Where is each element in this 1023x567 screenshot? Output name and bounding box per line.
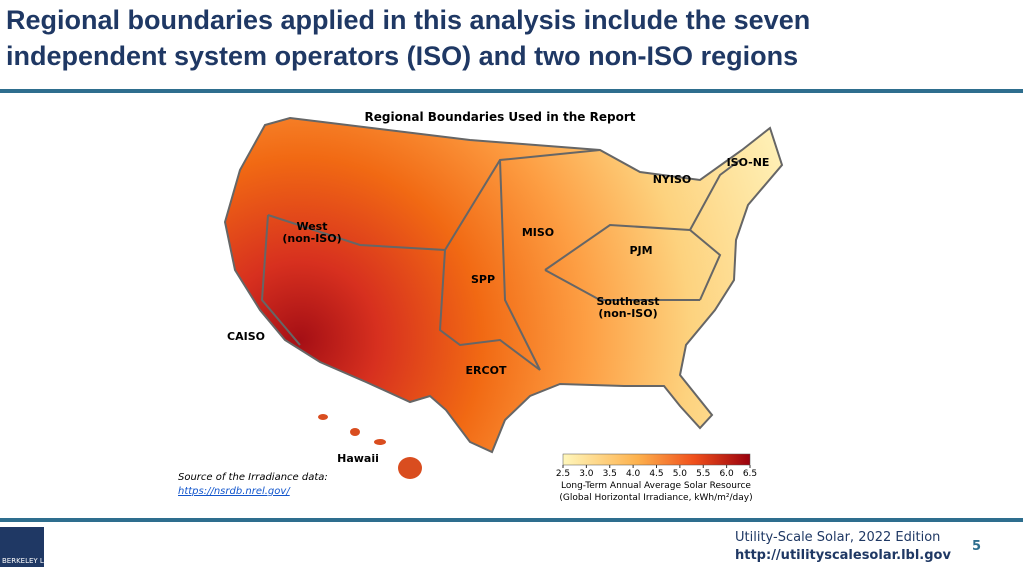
- region-label: Southeast: [596, 295, 659, 308]
- colorbar-tick-label: 2.5: [556, 469, 570, 479]
- slide-title: Regional boundaries applied in this anal…: [6, 2, 1016, 74]
- colorbar-tick-label: 3.5: [603, 469, 617, 479]
- colorbar-tick-label: 5.5: [696, 469, 710, 479]
- colorbar-tick-label: 4.0: [626, 469, 641, 479]
- region-label: Hawaii: [337, 452, 379, 465]
- page-number: 5: [972, 539, 981, 554]
- region-label: ISO-NE: [727, 156, 770, 169]
- colorbar-label: (Global Horizontal Irradiance, kWh/m²/da…: [559, 493, 752, 503]
- title-line: independent system operators (ISO) and t…: [6, 41, 799, 71]
- region-label: (non-ISO): [598, 307, 657, 320]
- footer-url[interactable]: http://utilityscalesolar.lbl.gov: [735, 548, 951, 563]
- map-title: Regional Boundaries Used in the Report: [364, 110, 635, 124]
- region-label: West: [296, 220, 327, 233]
- colorbar-tick-label: 4.5: [649, 469, 663, 479]
- region-label: NYISO: [653, 173, 692, 186]
- source-link[interactable]: https://nsrdb.nrel.gov/: [178, 486, 291, 497]
- colorbar-tick-label: 5.0: [673, 469, 688, 479]
- region-label: (non-ISO): [282, 232, 341, 245]
- colorbar-tick-label: 6.5: [743, 469, 757, 479]
- source-label: Source of the Irradiance data:: [178, 472, 328, 483]
- region-label: CAISO: [227, 330, 265, 343]
- logo: [0, 527, 44, 567]
- hawaii-islands: [318, 414, 422, 479]
- colorbar: [562, 453, 751, 466]
- colorbar-tick-label: 6.0: [719, 469, 734, 479]
- region-label: MISO: [522, 226, 554, 239]
- region-borders: [260, 149, 741, 371]
- logo-text: BERKELEY LAB: [2, 557, 54, 565]
- footer-edition: Utility-Scale Solar, 2022 Edition: [735, 530, 940, 545]
- region-label: PJM: [629, 244, 652, 257]
- region-label: SPP: [471, 273, 495, 286]
- colorbar-label: Long-Term Annual Average Solar Resource: [561, 481, 751, 491]
- title-line: Regional boundaries applied in this anal…: [6, 5, 811, 35]
- region-label: ERCOT: [466, 364, 507, 377]
- colorbar-tick-label: 3.0: [579, 469, 594, 479]
